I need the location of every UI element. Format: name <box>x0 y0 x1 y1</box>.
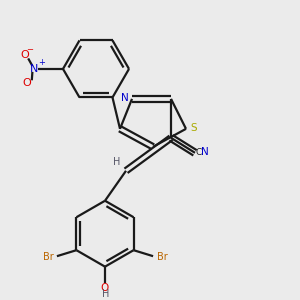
Text: N: N <box>29 64 38 74</box>
Text: O: O <box>20 50 29 60</box>
Text: +: + <box>38 58 45 68</box>
Text: Br: Br <box>44 252 54 262</box>
Text: O: O <box>100 283 109 292</box>
Text: H: H <box>102 289 109 298</box>
Text: Br: Br <box>157 252 167 262</box>
Text: S: S <box>190 123 197 133</box>
Text: N: N <box>201 147 208 157</box>
Text: N: N <box>121 93 128 103</box>
Text: −: − <box>26 46 34 55</box>
Text: C: C <box>196 148 202 157</box>
Text: H: H <box>113 157 121 167</box>
Text: O: O <box>22 78 32 88</box>
